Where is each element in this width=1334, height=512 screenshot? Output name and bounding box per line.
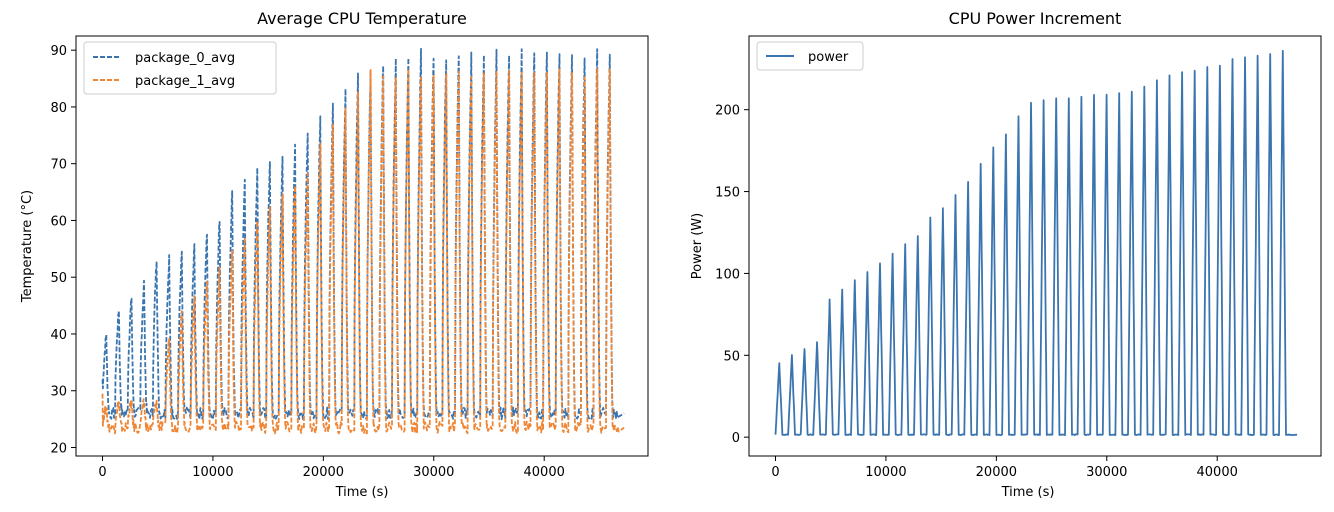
temperature-x-tick-label: 20000 — [303, 465, 344, 480]
temperature-legend-box — [83, 41, 277, 95]
power-x-tick-label: 30000 — [1086, 465, 1127, 480]
power-plot-area — [774, 49, 1298, 436]
power-y-tick-label: 100 — [715, 267, 740, 282]
power-x-tick-label: 10000 — [865, 465, 906, 480]
power-y-axis-label: Power (W) — [690, 213, 705, 279]
power-chart-title: CPU Power Increment — [949, 9, 1122, 28]
temperature-x-tick-label: 0 — [98, 465, 106, 480]
power-x-ticks: 0 10000 20000 30000 40000 — [771, 456, 1238, 480]
legend-label-package-0: package_0_avg — [135, 51, 235, 66]
temperature-x-ticks: 0 10000 20000 30000 40000 — [98, 456, 565, 480]
power-y-tick-label: 200 — [715, 104, 740, 119]
power-legend-box — [756, 41, 864, 71]
power-y-tick-label: 0 — [732, 431, 740, 446]
temperature-y-tick-label: 70 — [50, 158, 67, 173]
power-chart: 0 10000 20000 30000 40000 0 50 100 150 200 CPU P… — [690, 9, 1322, 500]
power-series-power — [774, 49, 1298, 436]
temperature-y-tick-label: 90 — [50, 44, 67, 59]
power-y-tick-label: 150 — [715, 186, 740, 201]
power-x-tick-label: 0 — [771, 465, 779, 480]
power-x-tick-label: 40000 — [1197, 465, 1238, 480]
power-y-tick-label: 50 — [723, 349, 740, 364]
temperature-y-tick-label: 30 — [50, 385, 67, 400]
temperature-legend: package_0_avg package_1_avg — [83, 41, 277, 95]
power-legend: power — [756, 41, 864, 71]
temperature-y-tick-label: 80 — [50, 101, 67, 116]
temperature-y-tick-label: 40 — [50, 328, 67, 343]
legend-label-package-1: package_1_avg — [135, 74, 235, 89]
power-y-ticks: 0 50 100 150 200 — [715, 104, 749, 446]
temperature-y-axis-label: Temperature (°C) — [20, 190, 35, 303]
temperature-y-ticks: 20 30 40 50 60 70 80 90 — [50, 44, 76, 456]
temperature-x-tick-label: 30000 — [413, 465, 454, 480]
temperature-chart-title: Average CPU Temperature — [257, 9, 467, 28]
temperature-y-tick-label: 50 — [50, 271, 67, 286]
legend-label-power: power — [808, 50, 849, 65]
temperature-chart: 0 10000 20000 30000 40000 20 30 40 50 60 70 80 90 A… — [20, 9, 649, 500]
temperature-series-package-0-avg — [101, 47, 625, 421]
temperature-axes-frame — [75, 35, 649, 457]
temperature-x-tick-label: 40000 — [524, 465, 565, 480]
temperature-y-tick-label: 60 — [50, 214, 67, 229]
power-x-tick-label: 20000 — [976, 465, 1017, 480]
temperature-y-tick-label: 20 — [50, 441, 67, 456]
temperature-x-tick-label: 10000 — [192, 465, 233, 480]
power-axes-frame — [748, 35, 1322, 457]
temperature-series-package-1-avg — [101, 67, 625, 435]
temperature-plot-area — [101, 47, 625, 435]
temperature-x-axis-label: Time (s) — [335, 485, 389, 500]
power-x-axis-label: Time (s) — [1001, 485, 1055, 500]
